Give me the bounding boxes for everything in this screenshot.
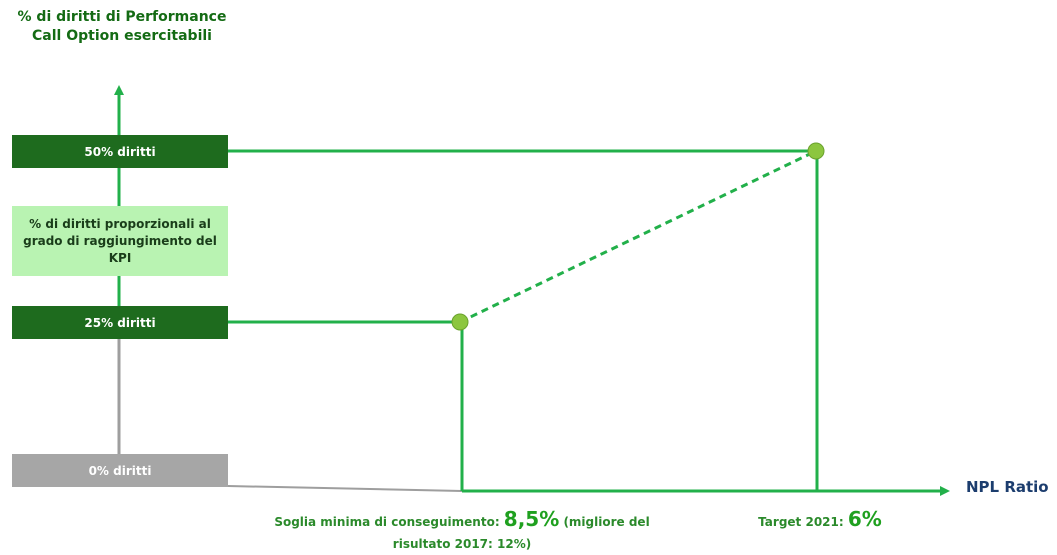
threshold-suffix: (migliore del risultato 2017: 12%) — [392, 515, 650, 551]
y-axis-title: % di diritti di Performance Call Option … — [17, 9, 227, 44]
level-0-box: 0% diritti — [12, 454, 228, 487]
target-prefix: Target 2021: — [758, 515, 848, 529]
proportional-box: % di diritti proporzionali al grado di r… — [12, 206, 228, 276]
threshold-prefix: Soglia minima di conseguimento: — [274, 515, 504, 529]
proportional-dashed-line — [459, 149, 817, 324]
threshold-value: 8,5% — [503, 507, 560, 531]
zero-baseline — [227, 485, 463, 492]
threshold-point — [451, 313, 469, 331]
threshold-annotation: Soglia minima di conseguimento: 8,5% (mi… — [262, 508, 662, 555]
proportional-label: % di diritti proporzionali al grado di r… — [23, 216, 217, 265]
x-axis-label: NPL Ratio — [966, 478, 1049, 496]
level-25-box: 25% diritti — [12, 306, 228, 339]
target-value: 6% — [847, 507, 882, 531]
level-50-label: 50% diritti — [84, 144, 156, 159]
target-point — [807, 142, 825, 160]
level-25-label: 25% diritti — [84, 315, 156, 330]
level-50-box: 50% diritti — [12, 135, 228, 168]
level-0-label: 0% diritti — [88, 463, 152, 478]
target-annotation: Target 2021: 6% — [735, 508, 905, 533]
